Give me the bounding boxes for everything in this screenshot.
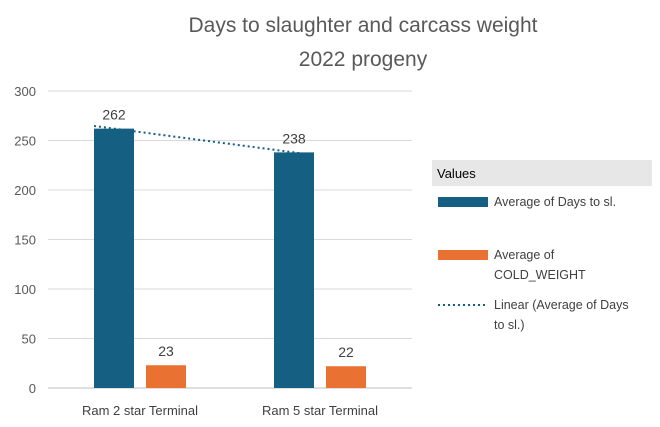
x-category-label: Ram 2 star Terminal bbox=[82, 403, 198, 418]
bar bbox=[146, 365, 186, 388]
y-tick-label: 0 bbox=[29, 381, 36, 396]
trendline bbox=[93, 124, 315, 157]
bar-value-label: 238 bbox=[282, 130, 306, 146]
legend-swatch bbox=[438, 197, 488, 207]
bar bbox=[326, 366, 366, 388]
legend-swatch bbox=[438, 250, 488, 260]
chart-title-line-1: Days to slaughter and carcass weight bbox=[188, 14, 537, 37]
bar-value-label: 23 bbox=[158, 343, 174, 359]
legend-title: Values bbox=[437, 166, 476, 181]
legend-entry-label: Average of Days to sl. bbox=[494, 195, 616, 209]
bar-value-label: 262 bbox=[102, 107, 126, 123]
y-tick-label: 200 bbox=[14, 183, 36, 198]
y-tick-label: 50 bbox=[22, 332, 36, 347]
legend-entry-label: Average of bbox=[494, 248, 555, 262]
bar bbox=[274, 152, 314, 388]
y-tick-label: 300 bbox=[14, 84, 36, 99]
legend-header bbox=[432, 160, 652, 186]
x-category-label: Ram 5 star Terminal bbox=[262, 403, 378, 418]
bar-value-label: 22 bbox=[338, 344, 354, 360]
y-tick-label: 150 bbox=[14, 233, 36, 248]
y-tick-label: 100 bbox=[14, 282, 36, 297]
y-tick-label: 250 bbox=[14, 134, 36, 149]
legend-entry-label: Linear (Average of Days bbox=[494, 298, 629, 312]
legend-entry-label: COLD_WEIGHT bbox=[494, 268, 586, 282]
legend-entry-label: to sl.) bbox=[494, 318, 525, 332]
chart-title-line-2: 2022 progeny bbox=[299, 48, 428, 71]
bar bbox=[94, 128, 134, 388]
